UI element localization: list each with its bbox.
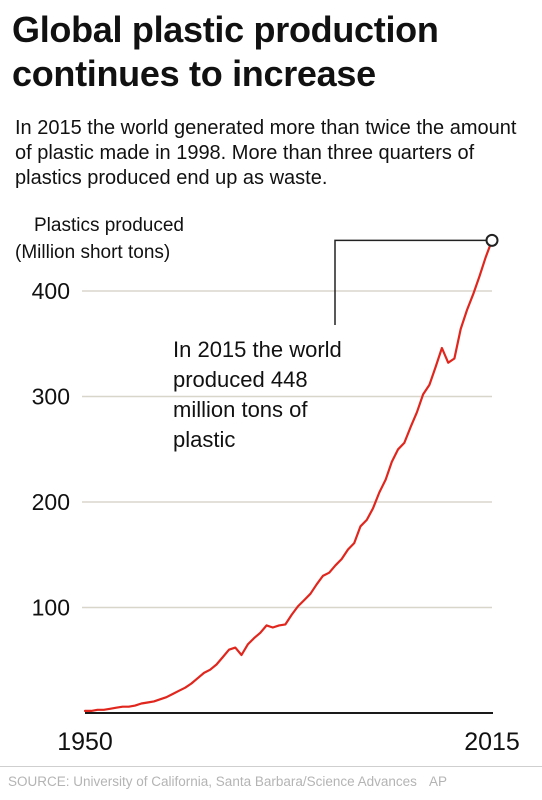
x-tick-label: 2015	[464, 728, 520, 756]
annotation-text-line: million tons of	[173, 397, 308, 422]
annotation-leader-line	[334, 239, 486, 325]
annotation-text-line: plastic	[173, 427, 235, 452]
y-axis-label-line-2: (Million short tons)	[15, 242, 170, 263]
y-axis-label-line-1: Plastics produced	[34, 215, 184, 236]
y-tick-label: 400	[32, 278, 70, 304]
endpoint-marker	[485, 233, 499, 247]
source-text: SOURCE: University of California, Santa …	[8, 774, 417, 789]
chart-subtitle: In 2015 the world generated more than tw…	[15, 117, 517, 189]
axes: 100 200 300 400 1950 2015	[32, 278, 520, 756]
chart-title: Global plastic production continues to i…	[12, 9, 439, 94]
grid-lines	[82, 290, 492, 609]
credit-text: AP	[428, 774, 447, 789]
annotation-text-line: produced 448	[173, 367, 308, 392]
source-footer: SOURCE: University of California, Santa …	[0, 766, 542, 800]
annotation-text-line: In 2015 the world	[173, 337, 342, 362]
annotation: In 2015 the world produced 448 million ton…	[173, 239, 486, 452]
y-tick-label: 100	[32, 595, 70, 621]
y-tick-label: 200	[32, 489, 70, 515]
y-tick-label: 300	[32, 384, 70, 410]
line-chart: 100 200 300 400 1950 2015 Plastics produced (…	[15, 215, 520, 756]
annotation-text: In 2015 the world produced 448 million ton…	[173, 337, 342, 452]
series-layer	[83, 233, 499, 713]
series-line-0	[83, 239, 494, 713]
x-tick-label: 1950	[57, 728, 113, 756]
